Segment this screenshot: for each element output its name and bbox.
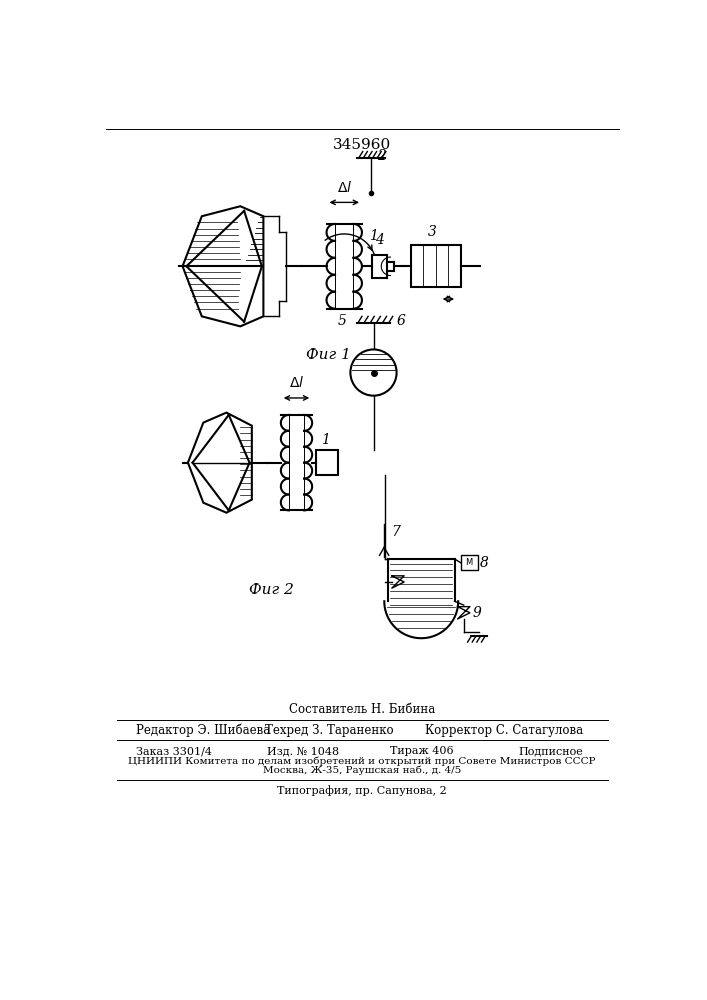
Bar bbox=[461, 555, 478, 570]
Text: Техред З. Тараненко: Техред З. Тараненко bbox=[264, 724, 393, 737]
Text: Москва, Ж-35, Раушская наб., д. 4/5: Москва, Ж-35, Раушская наб., д. 4/5 bbox=[263, 766, 461, 775]
Text: Типография, пр. Сапунова, 2: Типография, пр. Сапунова, 2 bbox=[277, 785, 447, 796]
Bar bbox=[316, 450, 337, 475]
Text: Корректор С. Сатагулова: Корректор С. Сатагулова bbox=[425, 724, 583, 737]
Text: Изд. № 1048: Изд. № 1048 bbox=[267, 746, 339, 756]
Text: Заказ 3301/4: Заказ 3301/4 bbox=[136, 746, 212, 756]
Text: M: M bbox=[465, 558, 473, 567]
Text: 5: 5 bbox=[338, 314, 346, 328]
Text: 3: 3 bbox=[428, 225, 436, 239]
Text: 1: 1 bbox=[321, 433, 330, 447]
Text: Составитель Н. Бибина: Составитель Н. Бибина bbox=[289, 703, 435, 716]
Text: 7: 7 bbox=[391, 525, 400, 539]
Text: 2: 2 bbox=[378, 149, 386, 163]
Text: 1: 1 bbox=[369, 229, 378, 242]
Text: 9: 9 bbox=[473, 606, 482, 620]
Text: Редактор Э. Шибаева: Редактор Э. Шибаева bbox=[136, 724, 271, 737]
Text: Подписное: Подписное bbox=[518, 746, 583, 756]
Text: 6: 6 bbox=[397, 314, 406, 328]
Text: Фиг 2: Фиг 2 bbox=[249, 583, 293, 597]
Text: 4: 4 bbox=[375, 233, 384, 247]
Bar bbox=[411, 245, 461, 287]
Text: $\Delta l$: $\Delta l$ bbox=[337, 180, 352, 195]
Text: ЦНИИПИ Комитета по делам изобретений и открытий при Совете Министров СССР: ЦНИИПИ Комитета по делам изобретений и о… bbox=[128, 757, 596, 766]
Text: Тираж 406: Тираж 406 bbox=[390, 746, 454, 756]
Text: Фиг 1: Фиг 1 bbox=[306, 348, 351, 362]
Text: 345960: 345960 bbox=[333, 138, 391, 152]
Text: $\Delta l$: $\Delta l$ bbox=[289, 375, 304, 390]
Text: 8: 8 bbox=[480, 556, 489, 570]
